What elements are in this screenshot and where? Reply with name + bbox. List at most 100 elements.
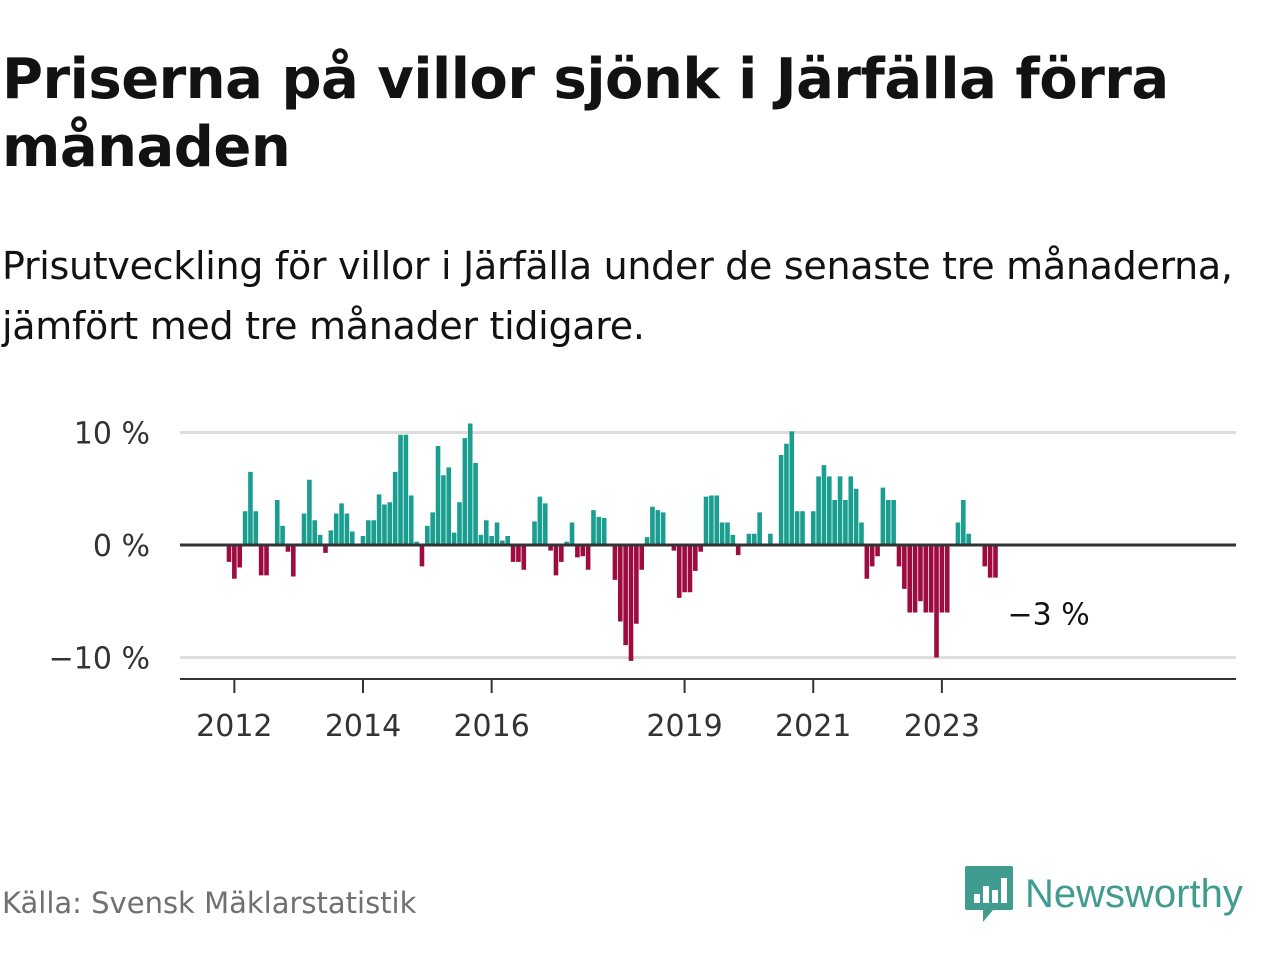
bar — [285, 545, 291, 552]
bar — [483, 520, 489, 545]
bar-chart: 10 % 0 % −10 % 2012 2014 2016 2019 2021 2023 −3 % — [49, 417, 1236, 745]
x-tick-label: 2012 — [196, 709, 272, 744]
bar — [623, 545, 628, 646]
bar — [687, 545, 693, 593]
bar — [473, 462, 478, 546]
newsworthy-logo: Newsworthy — [963, 864, 1243, 924]
bar — [398, 434, 403, 545]
bar — [928, 545, 934, 613]
bar — [253, 511, 259, 545]
x-tick-label: 2016 — [453, 709, 529, 744]
bar — [344, 513, 350, 545]
bar — [435, 446, 441, 545]
bar — [537, 496, 543, 546]
bar — [682, 545, 687, 593]
bar — [902, 545, 907, 589]
bar — [371, 520, 377, 545]
x-tick-label: 2019 — [646, 709, 722, 744]
bar — [516, 545, 521, 562]
bar — [939, 545, 945, 613]
bar — [403, 434, 409, 545]
bar — [366, 520, 371, 545]
bar — [425, 525, 430, 546]
bar — [778, 455, 784, 545]
bar — [457, 502, 462, 545]
bar — [987, 545, 993, 578]
bar — [703, 496, 709, 546]
bar — [392, 471, 398, 546]
bar — [274, 500, 280, 545]
bar — [312, 520, 318, 545]
bar — [548, 545, 553, 551]
bar — [837, 476, 843, 546]
bar — [237, 545, 243, 568]
bar — [934, 545, 939, 658]
bars — [226, 423, 998, 661]
x-tick-label: 2023 — [904, 709, 980, 744]
chart-title: Priserna på villor sjönk i Järfälla förr… — [2, 47, 1169, 180]
bar — [478, 534, 484, 546]
bar — [676, 545, 682, 598]
bar — [725, 522, 730, 545]
bar — [264, 545, 269, 576]
axis-labels: 10 % 0 % −10 % 2012 2014 2016 2019 2021 2023 −3 % — [49, 417, 1090, 745]
bar — [827, 476, 832, 546]
bar — [880, 487, 886, 546]
chart-subtitle: Prisutveckling för villor i Järfälla und… — [2, 244, 1233, 348]
bar — [789, 431, 795, 546]
bar — [800, 511, 805, 545]
y-tick-label: −10 % — [49, 642, 150, 677]
bar — [961, 500, 966, 545]
bar — [564, 541, 569, 546]
bar — [580, 545, 586, 557]
bar — [864, 545, 870, 579]
bar — [575, 545, 580, 558]
bar — [328, 530, 334, 546]
bar — [612, 545, 618, 580]
newsworthy-bar-chart-icon — [965, 866, 1013, 922]
bar — [446, 467, 452, 546]
bar — [414, 541, 419, 546]
bar — [500, 540, 505, 545]
bar — [617, 545, 623, 622]
bar — [280, 525, 285, 546]
bar — [709, 495, 714, 545]
bar — [768, 533, 773, 545]
bar — [660, 512, 666, 546]
bar — [693, 545, 698, 571]
bar — [596, 516, 602, 546]
bar — [628, 545, 634, 661]
bar — [698, 545, 703, 552]
bar — [462, 438, 468, 546]
bar — [333, 513, 339, 545]
axes — [180, 543, 1236, 693]
bar — [232, 545, 237, 579]
bar — [714, 495, 720, 545]
bar — [634, 545, 639, 624]
bar — [810, 511, 816, 545]
bar — [569, 522, 575, 545]
bar — [650, 506, 655, 545]
bar — [521, 545, 527, 570]
bar — [258, 545, 264, 576]
bar — [323, 545, 328, 553]
bar — [408, 495, 414, 545]
bar — [955, 522, 961, 545]
bar — [993, 545, 998, 578]
bar — [591, 510, 596, 546]
bar — [843, 500, 848, 545]
bar — [242, 511, 248, 545]
bar — [918, 545, 923, 602]
y-tick-label: 10 % — [74, 417, 150, 452]
bar — [494, 522, 500, 545]
bar — [885, 500, 891, 545]
bar — [859, 522, 864, 545]
bar — [349, 531, 355, 545]
bar — [671, 545, 677, 551]
bar — [896, 545, 902, 567]
bar — [907, 545, 913, 613]
y-tick-label: 0 % — [93, 529, 150, 564]
bar — [746, 533, 752, 545]
bar — [816, 476, 821, 546]
bar — [301, 513, 307, 545]
